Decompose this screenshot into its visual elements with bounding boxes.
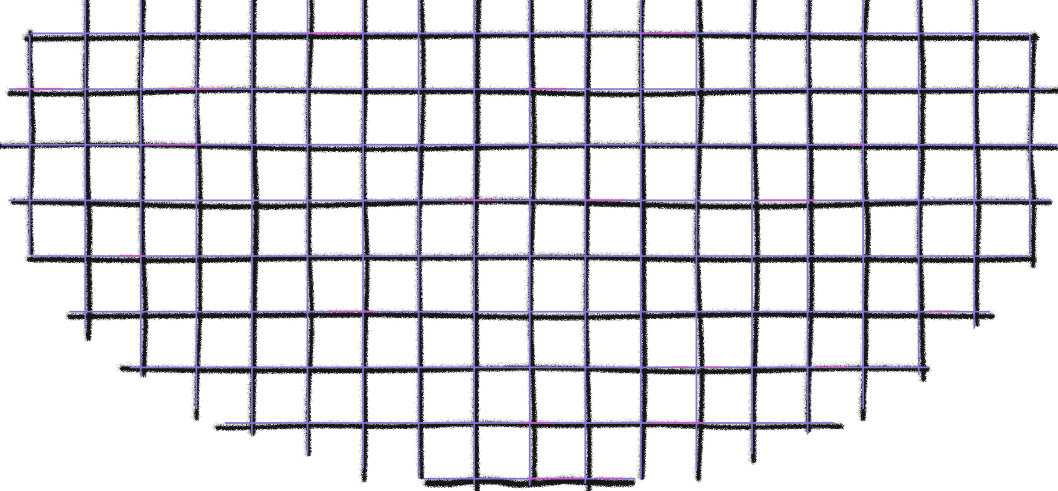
sketch-grid-line-horizontal-8 (423, 476, 634, 487)
pink-accent-dash-layer (17, 32, 955, 480)
sketch-grid-line-vertical-13 (749, 0, 759, 463)
sketch-grid-line-horizontal-1 (6, 86, 1058, 96)
sketch-grid-line-vertical-16 (916, 0, 925, 381)
sketch-grid-line-horizontal-7 (214, 420, 843, 429)
sketch-grid-line-vertical-14 (804, 0, 813, 432)
